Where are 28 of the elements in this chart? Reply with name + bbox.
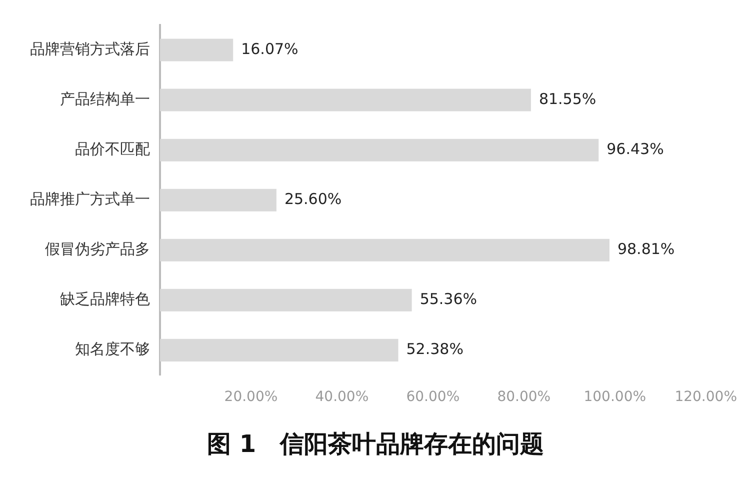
data-label: 16.07% xyxy=(241,40,298,58)
bar xyxy=(160,38,234,62)
data-label: 52.38% xyxy=(406,340,464,358)
bar xyxy=(160,138,599,162)
bar xyxy=(160,88,531,112)
x-tick-label: 120.00% xyxy=(674,389,738,406)
y-tick-label: 知名度不够 xyxy=(75,340,150,358)
bar xyxy=(160,288,412,312)
y-tick-label: 品牌推广方式单一 xyxy=(30,190,150,208)
text: 图 1 信阳茶叶品牌存在的问题 xyxy=(206,429,546,460)
data-label: 55.36% xyxy=(420,290,478,308)
x-tick-label: 100.00% xyxy=(584,389,646,406)
bar xyxy=(160,238,610,262)
bar xyxy=(160,338,398,362)
x-tick-label: 20.00% xyxy=(224,389,278,406)
y-tick-label: 假冒伪劣产品多 xyxy=(45,240,150,258)
data-label: 98.81% xyxy=(617,240,675,258)
y-tick-label: 品牌营销方式落后 xyxy=(30,40,150,58)
x-tick-label: 80.00% xyxy=(497,389,551,406)
y-tick-label: 缺乏品牌特色 xyxy=(60,290,150,308)
x-tick-label: 60.00% xyxy=(406,389,460,406)
y-tick-label: 产品结构单一 xyxy=(60,90,150,108)
data-label: 81.55% xyxy=(538,90,596,108)
y-tick-label: 品价不匹配 xyxy=(75,140,150,158)
bar xyxy=(160,188,276,212)
x-tick-label: 40.00% xyxy=(315,389,369,406)
data-label: 25.60% xyxy=(284,190,342,208)
data-label: 96.43% xyxy=(606,140,664,158)
